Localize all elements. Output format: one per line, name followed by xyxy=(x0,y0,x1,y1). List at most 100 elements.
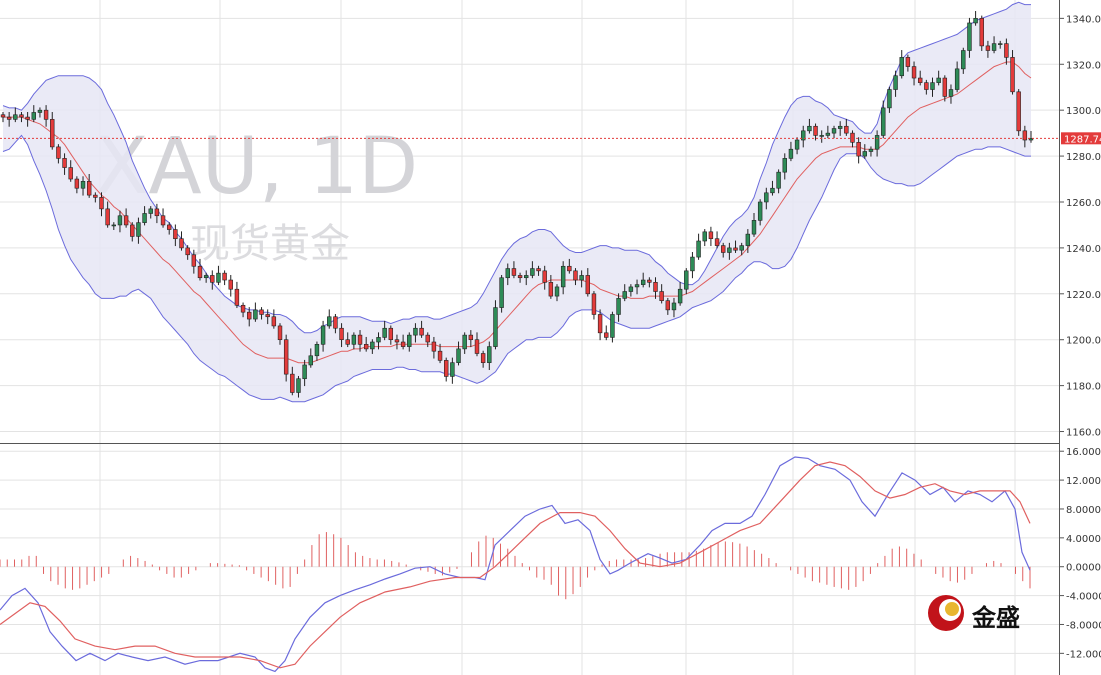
candle-body xyxy=(487,346,492,363)
candle-body xyxy=(123,215,129,226)
candle-body xyxy=(807,125,812,132)
candle-body xyxy=(474,339,480,354)
candle-body xyxy=(56,146,61,159)
candle-body xyxy=(277,325,283,341)
candle-body xyxy=(647,279,652,283)
candle-body xyxy=(468,334,474,341)
candle-body xyxy=(536,268,541,272)
candle-body xyxy=(351,334,357,345)
candle-body xyxy=(117,215,123,226)
candle-body xyxy=(591,293,597,315)
candle-body xyxy=(893,75,898,90)
candle-body xyxy=(659,291,664,301)
candle-body xyxy=(597,314,603,334)
candle-body xyxy=(203,275,209,279)
candle-body xyxy=(745,233,751,246)
current-price-tag-bg xyxy=(1061,132,1101,145)
candle-body xyxy=(604,332,609,338)
candle-body xyxy=(868,148,874,152)
candle-body xyxy=(462,334,467,350)
candle-body xyxy=(320,325,326,345)
logo-coin-icon xyxy=(945,602,959,616)
macd-tick-label: 0.0000 xyxy=(1066,563,1101,574)
candle-body xyxy=(942,77,948,97)
candle-body xyxy=(542,270,547,283)
candle-body xyxy=(425,334,430,343)
candle-body xyxy=(948,89,954,97)
candle-body xyxy=(234,288,240,306)
candle-body xyxy=(160,215,166,226)
candle-body xyxy=(37,109,43,113)
candle-body xyxy=(714,238,720,246)
candle-body xyxy=(560,265,566,288)
candle-body xyxy=(0,114,6,118)
candle-body xyxy=(43,109,49,120)
candle-body xyxy=(825,132,831,136)
candle-body xyxy=(302,364,307,380)
candle-body xyxy=(345,339,350,345)
candle-body xyxy=(702,231,707,242)
candle-body xyxy=(154,208,160,217)
macd-tick-label: -8.0000 xyxy=(1066,620,1101,631)
candle-body xyxy=(924,82,929,90)
candle-body xyxy=(166,224,172,230)
candle-body xyxy=(979,18,984,47)
candle-body xyxy=(1016,91,1021,132)
candle-body xyxy=(339,327,344,341)
candle-body xyxy=(25,116,30,120)
candle-body xyxy=(677,288,683,304)
candle-body xyxy=(431,341,437,352)
candle-body xyxy=(739,245,744,251)
candle-body xyxy=(308,355,313,366)
candle-body xyxy=(874,135,880,150)
candle-body xyxy=(136,222,141,237)
candle-body xyxy=(856,142,861,157)
candle-body xyxy=(665,300,671,311)
candle-body xyxy=(19,114,24,118)
macd-tick-label: -12.0000 xyxy=(1066,649,1101,660)
bollinger-band-fill xyxy=(3,2,1031,402)
current-price-label: 1287.74 xyxy=(1064,134,1101,145)
candle-body xyxy=(579,275,584,281)
watermark-subtitle: 现货黄金 xyxy=(190,221,350,267)
candle-body xyxy=(911,66,917,79)
price-tick-label: 1320.00 xyxy=(1066,60,1101,71)
candle-body xyxy=(794,139,800,150)
candle-body xyxy=(407,334,412,347)
candle-body xyxy=(530,268,535,276)
candle-body xyxy=(80,181,86,189)
candle-body xyxy=(844,125,849,134)
candle-body xyxy=(191,254,197,267)
candle-body xyxy=(517,275,523,279)
candle-body xyxy=(610,314,615,338)
candle-body xyxy=(173,229,178,240)
candle-body xyxy=(222,272,227,281)
candle-body xyxy=(327,316,332,327)
macd-histogram xyxy=(0,532,1031,600)
candle-body xyxy=(480,353,486,363)
candle-body xyxy=(721,245,726,253)
candlestick-series xyxy=(0,11,1034,398)
logo-text: 金盛 xyxy=(971,604,1020,632)
candle-body xyxy=(283,339,289,375)
candle-body xyxy=(400,341,406,347)
candle-body xyxy=(917,77,923,83)
candle-body xyxy=(388,327,394,341)
candle-body xyxy=(881,107,886,136)
candle-body xyxy=(185,247,190,256)
price-tick-label: 1300.00 xyxy=(1066,106,1101,117)
signal-line xyxy=(0,461,1031,669)
candle-body xyxy=(99,197,104,210)
candle-body xyxy=(819,135,824,137)
macd-tick-label: 12.0000 xyxy=(1066,476,1101,487)
candle-body xyxy=(105,208,110,226)
candle-body xyxy=(634,284,640,288)
price-axis: 1340.00 1320.00 1300.00 1280.00 1260.00 1240.… xyxy=(1059,14,1101,439)
macd-tick-label: 16.0000 xyxy=(1066,447,1101,458)
candle-body xyxy=(850,132,855,143)
candle-body xyxy=(831,128,837,134)
candle-body xyxy=(265,314,270,318)
candle-body xyxy=(511,268,517,276)
candle-body xyxy=(493,307,498,347)
candle-body xyxy=(240,304,246,313)
